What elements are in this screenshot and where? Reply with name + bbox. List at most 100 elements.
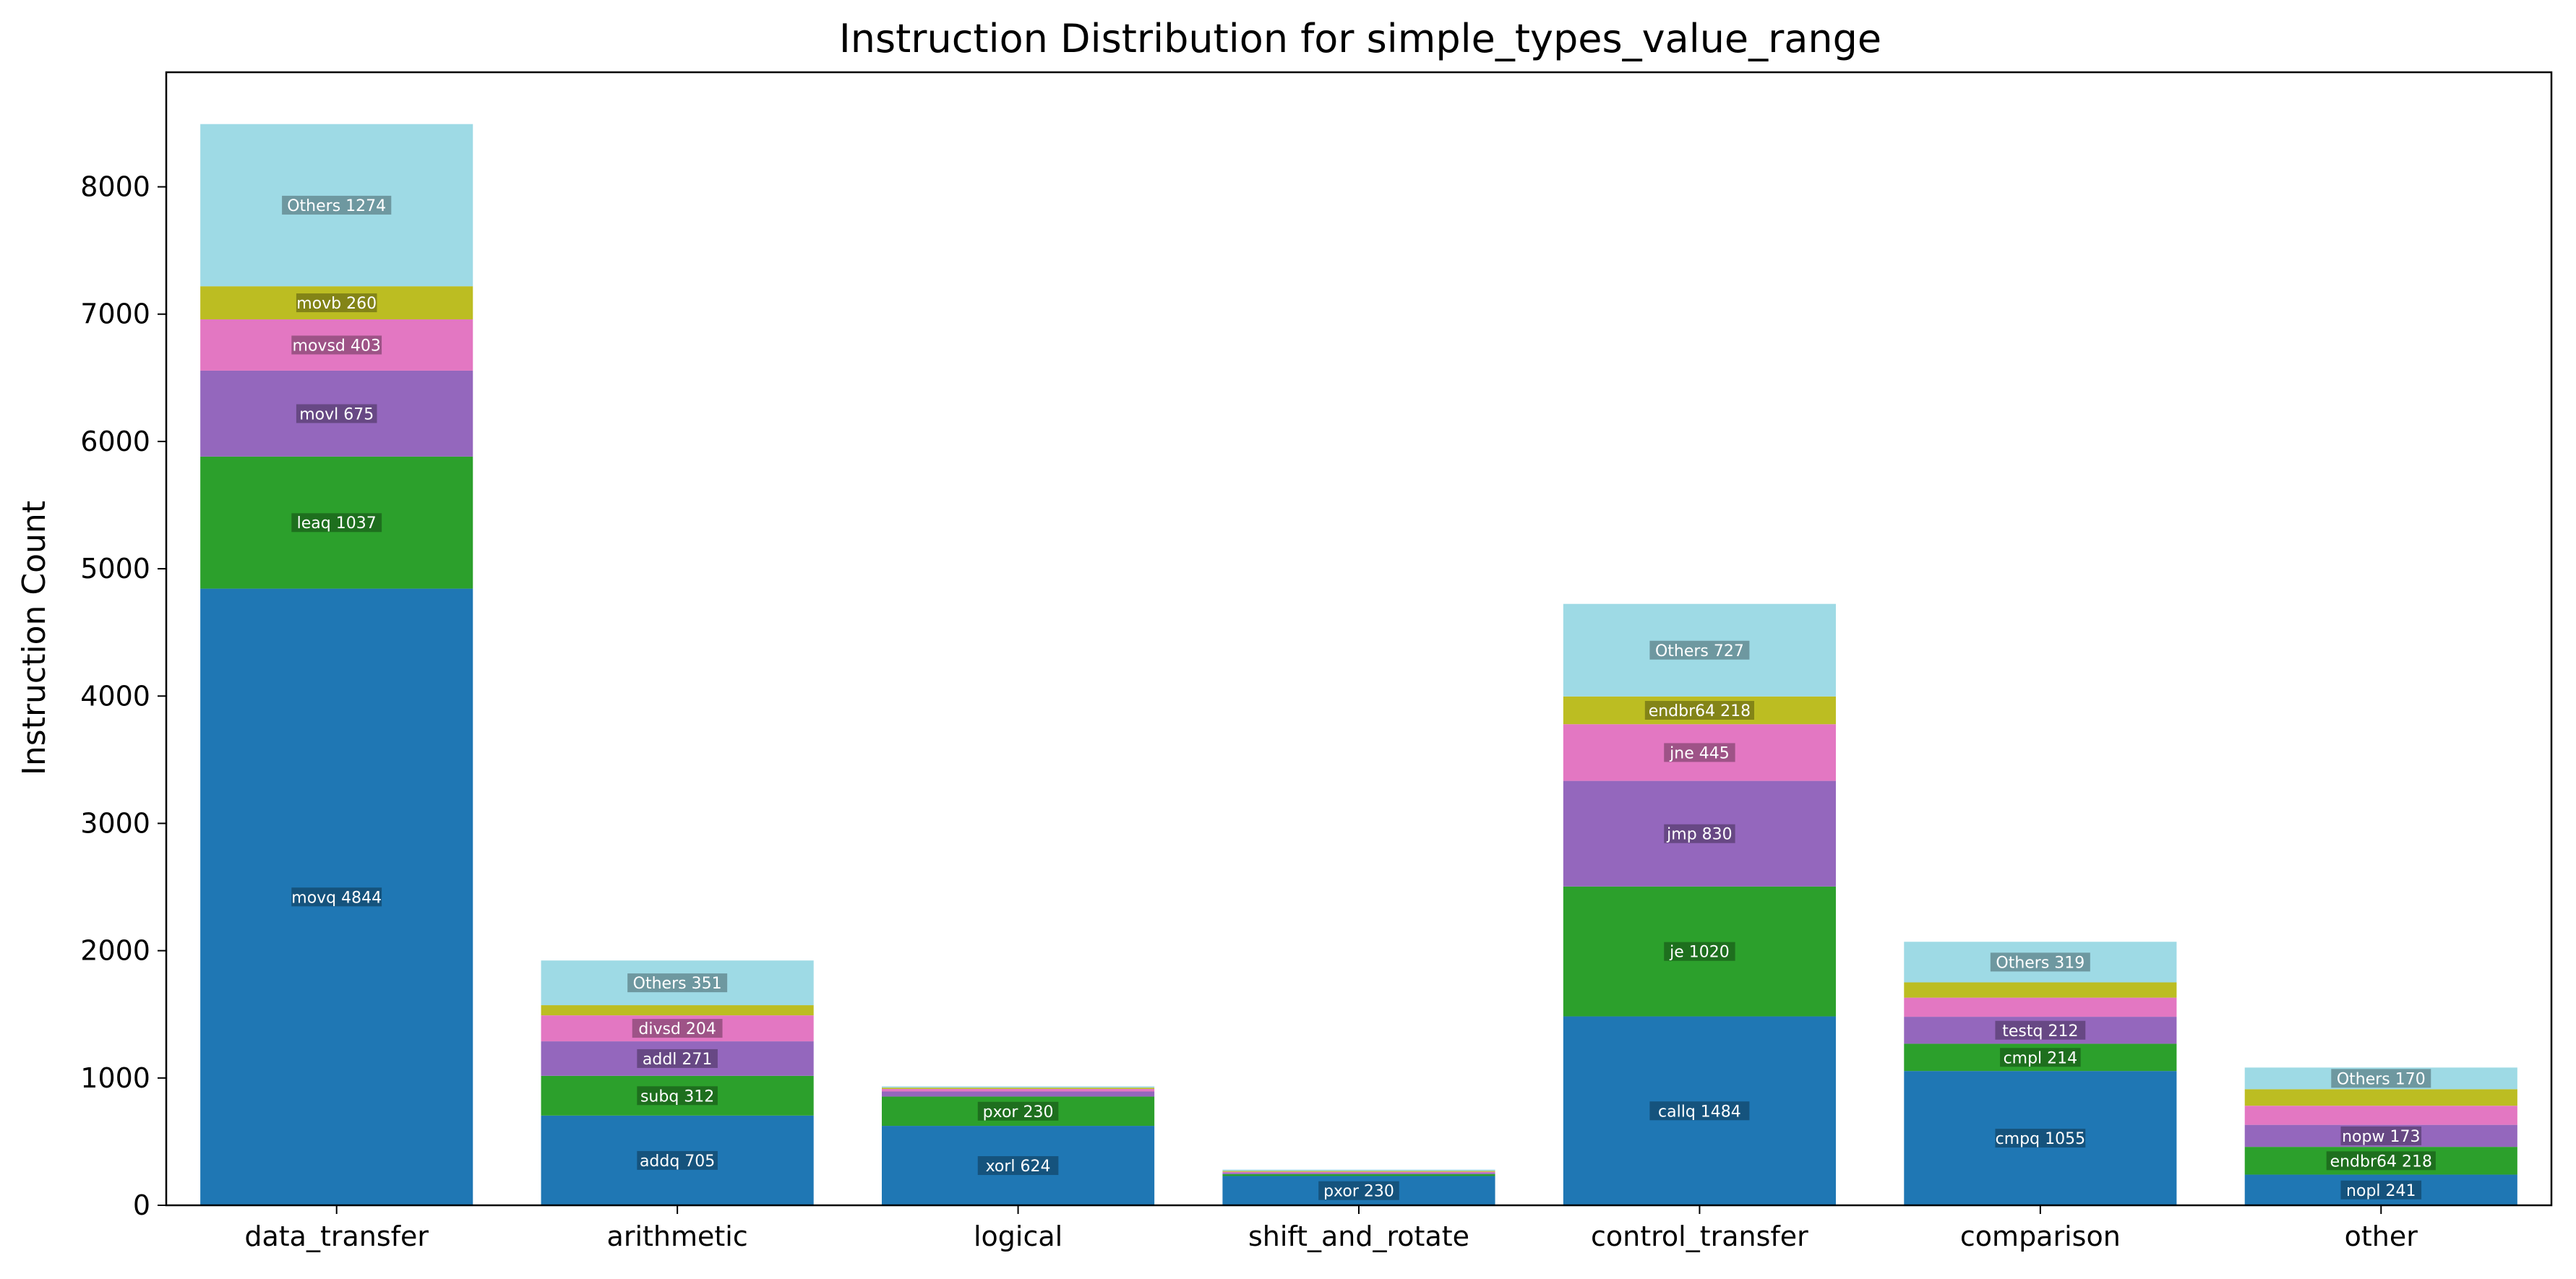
bar-segment [882,1088,1155,1092]
bar-segment [1563,886,1836,1017]
bar-segment [200,588,473,1205]
segment-label: movq 4844 [291,889,382,907]
y-tick-label: 6000 [80,426,150,457]
segment-label: subq 312 [640,1088,714,1106]
bar-segment [882,1091,1155,1097]
y-tick-label: 1000 [80,1062,150,1094]
segment-label: Others 319 [1996,954,2085,972]
segment-label-background [2000,1048,2081,1067]
segment-label-background [1664,942,1735,961]
segment-label: movsd 403 [293,337,381,355]
bar-segment [200,124,473,287]
segment-label: nopw 173 [2342,1128,2420,1146]
bar-segment [1904,942,2177,983]
bar-segment [1563,696,1836,725]
x-tick-label: logical [974,1220,1062,1252]
segment-label-background [1649,1101,1750,1121]
segment-label-background [282,195,392,215]
bar-segment [1904,997,2177,1017]
segment-label-background [2340,1126,2422,1145]
segment-label-background [1318,1181,1399,1200]
segment-label: addl 271 [643,1051,713,1069]
segment-label-background [296,293,377,313]
segment-label: Others 1274 [287,197,386,215]
segment-label: jmp 830 [1666,826,1733,844]
bar-segment [1222,1173,1495,1174]
bar-segment [1222,1171,1495,1174]
segment-label-background [627,973,728,993]
segment-label: leaq 1037 [297,514,377,533]
segment-label: Others 170 [2337,1070,2426,1088]
y-tick-label: 5000 [80,553,150,585]
x-tick-label: arithmetic [607,1220,748,1252]
bar-segment [882,1096,1155,1127]
x-tick-label: other [2345,1220,2418,1252]
bar-segment [541,1075,814,1116]
axes: 0 1000 2000 3000 4000 5000 6000 7000 8000 data_tr… [80,71,2553,1252]
segment-label: pxor 230 [1323,1183,1394,1201]
segment-label-background [637,1086,718,1106]
bar-segment [1222,1174,1495,1176]
bar-segment [541,1015,814,1042]
bar-segment [1563,780,1836,887]
segment-label: divsd 204 [638,1020,716,1038]
segment-label-background [2340,1180,2422,1200]
bar-segment [1563,1016,1836,1205]
y-tick-label: 0 [133,1189,150,1221]
bar-segment [2244,1124,2517,1147]
bar-segment [1904,1017,2177,1044]
segment-label: callq 1484 [1658,1103,1741,1121]
y-tick-label: 3000 [80,807,150,839]
segment-label: cmpq 1055 [1996,1130,2085,1148]
bar-segment [541,960,814,1006]
segment-label-background [1664,743,1735,762]
segment-label-background [977,1156,1059,1176]
segment-label: addq 705 [640,1153,715,1171]
x-tick-label: control_transfer [1591,1220,1808,1252]
bar-segment [1904,982,2177,998]
bar-segment [1222,1176,1495,1205]
y-tick-label: 7000 [80,298,150,330]
segment-label: testq 212 [2002,1022,2078,1041]
segment-label: xorl 624 [986,1158,1051,1176]
x-tick-label: data_transfer [244,1220,429,1252]
segment-label-background [1644,701,1755,720]
bar-segment [200,370,473,457]
segment-label-background [1995,1020,2086,1040]
bar-segment [2244,1147,2517,1175]
bar-segment [2244,1067,2517,1090]
segment-label: Others 727 [1655,642,1744,660]
bar-segment [882,1086,1155,1088]
segment-label-background [296,404,377,423]
segment-label-background [1664,824,1735,843]
segment-label: je 1020 [1669,944,1730,962]
segment-label-background [1649,640,1750,660]
segment-label-background [632,1019,723,1038]
segment-label-background [291,887,382,907]
bar-segment [541,1005,814,1016]
segment-label-background [637,1048,718,1068]
x-tick-label: shift_and_rotate [1248,1220,1469,1252]
bar-segment [200,456,473,589]
segment-label-background [291,513,382,533]
segment-label: pxor 230 [983,1103,1054,1121]
y-tick-label: 8000 [80,171,150,203]
segment-label: jne 445 [1669,744,1730,762]
y-tick-label: 4000 [80,680,150,712]
bar-segment [1563,603,1836,697]
segment-label: cmpl 214 [2004,1049,2078,1067]
segment-label: endbr64 218 [2330,1153,2432,1171]
chart-title: Instruction Distribution for simple_type… [839,16,1881,61]
bar-segment [2244,1174,2517,1205]
bar-segment [2244,1089,2517,1106]
bar-segment [882,1126,1155,1205]
segment-label: movl 675 [299,405,374,423]
segment-label: Others 351 [633,975,722,993]
bar-segment [541,1115,814,1205]
bar-segment [1563,724,1836,781]
bar-segment [882,1088,1155,1089]
bar-segment [1904,1071,2177,1205]
segment-label-background [2326,1151,2436,1171]
bar-segment [541,1041,814,1076]
